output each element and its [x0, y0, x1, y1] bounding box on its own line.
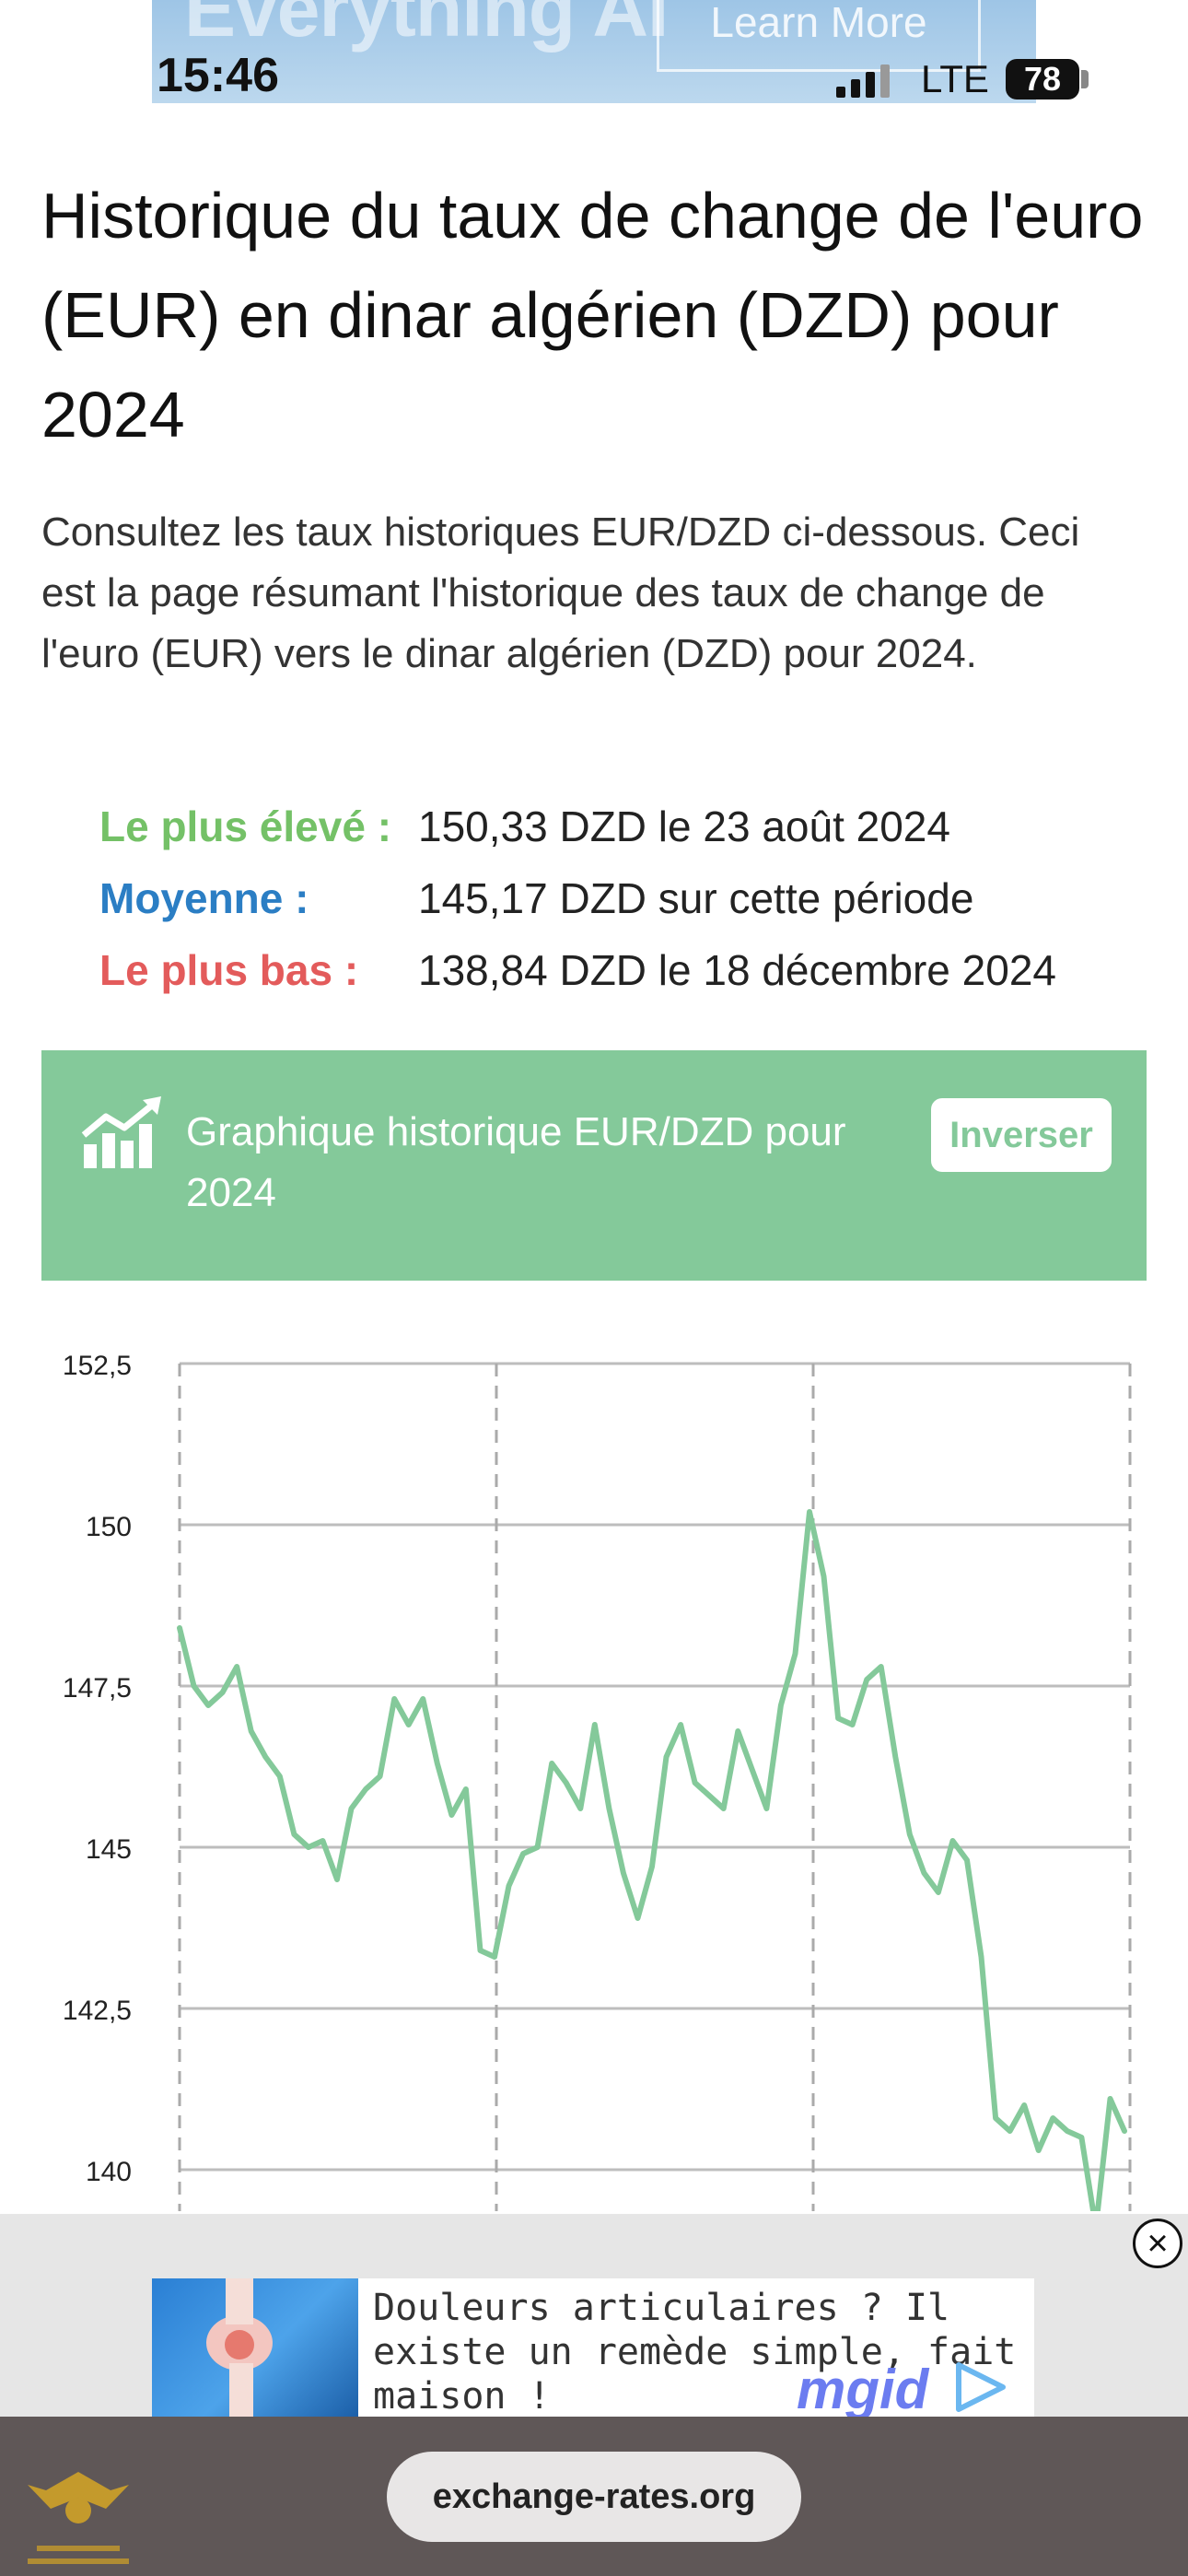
status-time: 15:46: [157, 49, 279, 102]
intro-paragraph: Consultez les taux historiques EUR/DZD c…: [41, 509, 1080, 676]
top-ad-banner[interactable]: Everything AI Learn More: [152, 0, 1036, 103]
y-tick-label: 140: [86, 2157, 132, 2187]
top-ad-text: Everything AI: [184, 0, 669, 53]
battery-cap: [1081, 70, 1089, 88]
y-tick-label: 147,5: [63, 1673, 132, 1704]
browser-bottom-bar: exchange-rates.org: [0, 2417, 1188, 2576]
y-tick-label: 145: [86, 1834, 132, 1865]
battery-level: 78: [1023, 60, 1062, 98]
address-bar[interactable]: exchange-rates.org: [387, 2452, 801, 2542]
close-ad-icon[interactable]: ×: [1133, 2219, 1182, 2268]
ad-headline: Douleurs articulaires ? Il existe un rem…: [373, 2287, 1017, 2417]
network-label: LTE: [921, 57, 989, 100]
chart-trend-icon: [81, 1096, 161, 1168]
ad-brand-logo: mgid: [797, 2359, 929, 2417]
chart-header: Graphique historique EUR/DZD pour 2024 I…: [41, 1050, 1147, 1281]
bottom-ad-card[interactable]: Douleurs articulaires ? Il existe un rem…: [152, 2278, 1034, 2417]
stat-high-value: 150,33 DZD le 23 août 2024: [418, 802, 950, 850]
stat-high-label: Le plus élevé :: [99, 802, 392, 850]
stat-low-label: Le plus bas :: [99, 946, 359, 994]
top-ad-learn-more-button[interactable]: Learn More: [657, 0, 981, 72]
chart-header-title: Graphique historique EUR/DZD pour 2024: [186, 1109, 846, 1215]
signal-icon: [836, 64, 890, 98]
battery-icon: 78: [1006, 59, 1079, 100]
ad-knee-image: [152, 2278, 358, 2417]
stat-low-value: 138,84 DZD le 18 décembre 2024: [418, 946, 1056, 994]
invert-button[interactable]: Inverser: [931, 1098, 1112, 1172]
stat-average-value: 145,17 DZD sur cette période: [418, 874, 974, 922]
page-title: Historique du taux de change de l'euro (…: [41, 180, 1144, 451]
y-tick-label: 142,5: [63, 1996, 132, 2026]
forum-watermark-logo: [28, 2472, 129, 2564]
y-tick-label: 150: [86, 1512, 132, 1542]
y-tick-label: 152,5: [63, 1351, 132, 1381]
stat-average-label: Moyenne :: [99, 874, 309, 922]
bottom-ad-area: Douleurs articulaires ? Il existe un rem…: [0, 2214, 1188, 2417]
ad-play-icon: [956, 2362, 1006, 2412]
rate-series-line: [177, 1509, 1127, 2211]
